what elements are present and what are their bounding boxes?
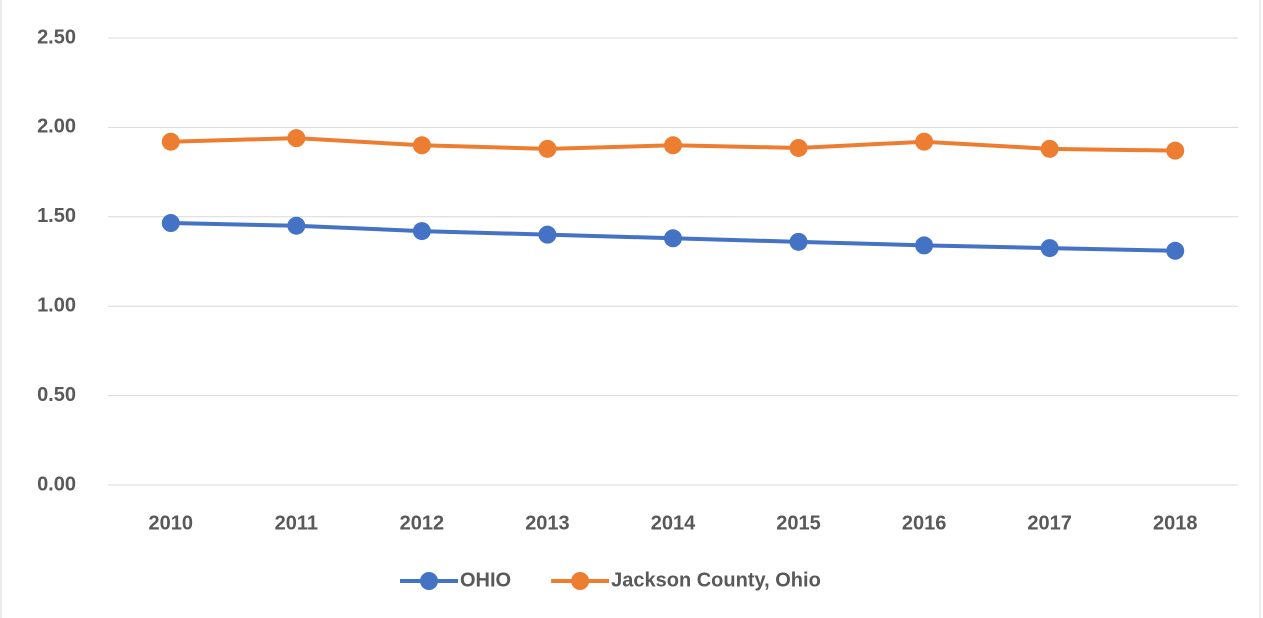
x-tick-label: 2011 bbox=[275, 512, 318, 534]
data-point bbox=[1040, 139, 1059, 158]
legend-label: Jackson County, Ohio bbox=[611, 569, 821, 591]
x-tick-label: 2016 bbox=[902, 512, 947, 534]
x-tick-label: 2010 bbox=[149, 512, 194, 534]
x-tick-label: 2014 bbox=[651, 512, 696, 534]
data-point bbox=[161, 132, 180, 151]
y-tick-label: 0.00 bbox=[37, 473, 76, 495]
data-point bbox=[412, 136, 431, 155]
y-tick-label: 2.50 bbox=[37, 26, 76, 48]
x-tick-label: 2012 bbox=[400, 512, 445, 534]
data-point bbox=[915, 236, 934, 255]
data-point bbox=[287, 129, 306, 148]
x-tick-label: 2013 bbox=[525, 512, 570, 534]
legend-marker bbox=[420, 572, 438, 590]
data-point bbox=[1166, 141, 1185, 160]
data-point bbox=[915, 132, 934, 151]
data-point bbox=[538, 139, 557, 158]
x-tick-label: 2015 bbox=[776, 512, 821, 534]
x-tick-label: 2018 bbox=[1153, 512, 1198, 534]
y-tick-label: 1.00 bbox=[37, 294, 76, 316]
data-point bbox=[287, 216, 306, 235]
data-point bbox=[1166, 241, 1185, 260]
data-point bbox=[664, 136, 682, 155]
legend-marker bbox=[571, 572, 590, 590]
y-tick-label: 0.50 bbox=[37, 384, 76, 406]
data-point bbox=[664, 229, 682, 248]
x-tick-label: 2017 bbox=[1027, 512, 1072, 534]
data-point bbox=[161, 214, 180, 233]
y-tick-label: 1.50 bbox=[37, 205, 76, 227]
data-point bbox=[789, 232, 808, 251]
legend-label: OHIO bbox=[460, 569, 511, 591]
data-point bbox=[789, 138, 808, 157]
y-tick-label: 2.00 bbox=[37, 116, 76, 138]
data-point bbox=[412, 222, 431, 241]
data-point bbox=[1040, 239, 1059, 258]
data-point bbox=[538, 225, 557, 244]
